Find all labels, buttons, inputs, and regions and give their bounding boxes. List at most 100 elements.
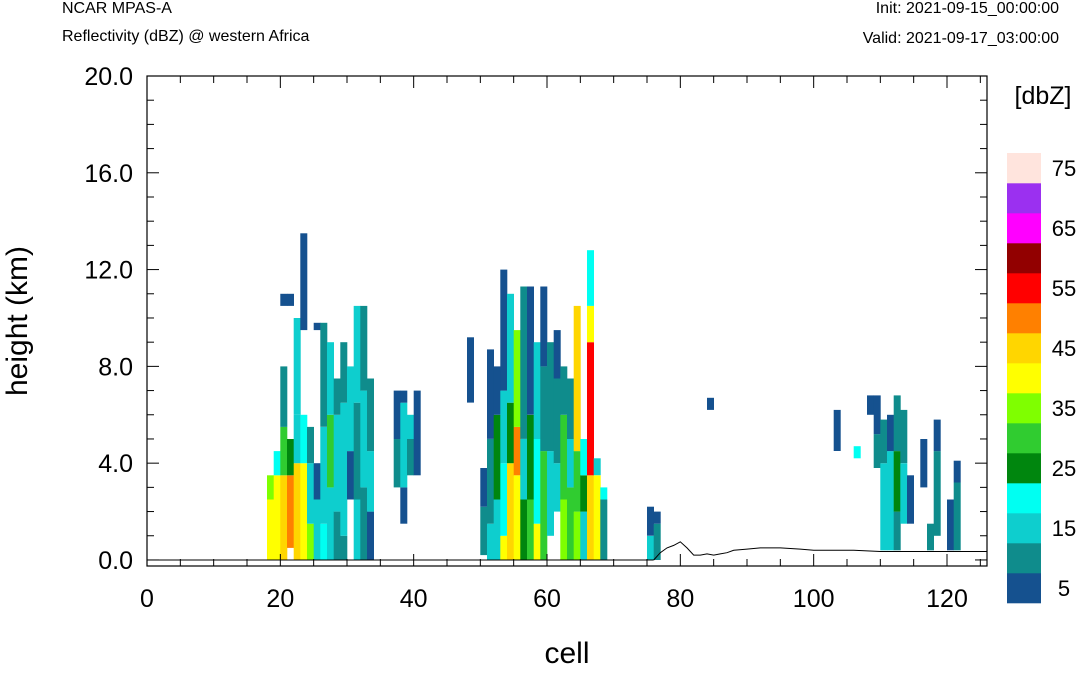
reflectivity-cell [313, 499, 321, 560]
x-tick-label: 60 [533, 585, 561, 613]
reflectivity-cell [580, 475, 588, 512]
x-axis-label: cell [544, 637, 589, 670]
reflectivity-cell [553, 378, 561, 464]
reflectivity-cell [573, 511, 581, 560]
reflectivity-cell [553, 330, 561, 379]
reflectivity-cell [587, 250, 594, 306]
reflectivity-cell [593, 475, 601, 560]
colorbar-label: 15 [1052, 516, 1076, 541]
reflectivity-cell [833, 409, 841, 451]
reflectivity-cell [493, 366, 501, 415]
colorbar-swatch [1007, 393, 1041, 424]
reflectivity-cell [933, 419, 941, 452]
reflectivity-cell [893, 451, 901, 512]
y-tick-label: 4.0 [98, 450, 133, 478]
x-tick-label: 40 [400, 585, 428, 613]
reflectivity-cell [887, 451, 894, 551]
reflectivity-cell [887, 414, 894, 452]
colorbar-label: 35 [1052, 396, 1076, 421]
reflectivity-cell [480, 506, 488, 556]
reflectivity-cell [360, 305, 368, 391]
reflectivity-cell [480, 468, 488, 507]
reflectivity-cell [947, 499, 954, 551]
reflectivity-cell [313, 463, 321, 500]
reflectivity-cell [360, 390, 368, 488]
reflectivity-cell [853, 446, 861, 459]
reflectivity-cell [567, 378, 574, 439]
reflectivity-cell [540, 451, 548, 560]
colorbar-label: 65 [1052, 216, 1076, 241]
reflectivity-cell [513, 330, 521, 427]
reflectivity-cell [487, 439, 494, 524]
colorbar-swatch [1007, 513, 1041, 544]
colorbar-swatch [1007, 183, 1041, 214]
reflectivity-cell [707, 397, 714, 410]
reflectivity-cell [360, 487, 368, 560]
colorbar-swatch [1007, 303, 1041, 334]
reflectivity-cell [267, 499, 274, 560]
reflectivity-cell [327, 414, 334, 488]
reflectivity-cell [333, 414, 341, 512]
colorbar-swatch [1007, 243, 1041, 274]
colorbar-swatch [1007, 573, 1041, 604]
reflectivity-cell [320, 523, 328, 560]
colorbar-swatch [1007, 333, 1041, 364]
reflectivity-cell [893, 395, 901, 452]
reflectivity-cell [567, 439, 574, 488]
reflectivity-cell [647, 535, 654, 560]
axis-ticks: 0 20 40 60 80 100 120 0.0 4.0 8.0 12.0 16.0 20.0 [84, 63, 987, 613]
reflectivity-cell [507, 293, 514, 403]
reflectivity-cell [347, 451, 354, 500]
reflectivity-cell [573, 305, 581, 452]
colorbar-label: 45 [1052, 336, 1076, 361]
reflectivity-cell [600, 487, 608, 500]
reflectivity-cell [400, 487, 408, 524]
reflectivity-cell [493, 499, 501, 560]
valid-time: Valid: 2021-09-17_03:00:00 [862, 30, 1059, 47]
y-tick-label: 16.0 [84, 160, 133, 188]
reflectivity-cell [553, 463, 561, 512]
reflectivity-cell [307, 426, 314, 464]
reflectivity-cell [953, 482, 961, 551]
colorbar-swatch [1007, 363, 1041, 394]
reflectivity-cell [560, 414, 568, 500]
reflectivity-cell [587, 305, 594, 343]
reflectivity-cell [280, 366, 288, 427]
reflectivity-cell [293, 318, 301, 415]
colorbar-swatch [1007, 213, 1041, 244]
reflectivity-cell [333, 378, 341, 415]
reflectivity-cell [540, 366, 548, 452]
colorbar-label: 75 [1052, 156, 1076, 181]
colorbar-label: 55 [1052, 276, 1076, 301]
colorbar-swatch [1007, 543, 1041, 574]
reflectivity-cell [287, 439, 294, 476]
reflectivity-cell [573, 451, 581, 512]
init-time: Init: 2021-09-15_00:00:00 [875, 0, 1059, 17]
reflectivity-cell [653, 511, 661, 524]
reflectivity-cell [953, 460, 961, 483]
reflectivity-cell [533, 439, 541, 524]
colorbar-swatch [1007, 483, 1041, 514]
reflectivity-cells [267, 233, 961, 560]
reflectivity-cell [493, 414, 501, 500]
colorbar-swatch [1007, 153, 1041, 184]
reflectivity-cell [300, 414, 308, 464]
reflectivity-cell [353, 402, 361, 500]
reflectivity-cell [267, 475, 274, 500]
reflectivity-cell [500, 390, 508, 464]
reflectivity-cell [300, 233, 308, 331]
reflectivity-cell [653, 523, 661, 560]
terrain-line [653, 541, 987, 561]
reflectivity-cell [927, 523, 934, 551]
reflectivity-cell [340, 402, 348, 536]
reflectivity-cell [327, 487, 334, 560]
reflectivity-cell [487, 523, 494, 560]
reflectivity-cell [933, 451, 941, 536]
x-tick-label: 20 [266, 585, 294, 613]
reflectivity-cell [353, 305, 361, 403]
reflectivity-cell [500, 535, 508, 560]
reflectivity-cell [393, 390, 401, 439]
reflectivity-cell [307, 463, 314, 524]
y-tick-label: 20.0 [84, 63, 133, 91]
